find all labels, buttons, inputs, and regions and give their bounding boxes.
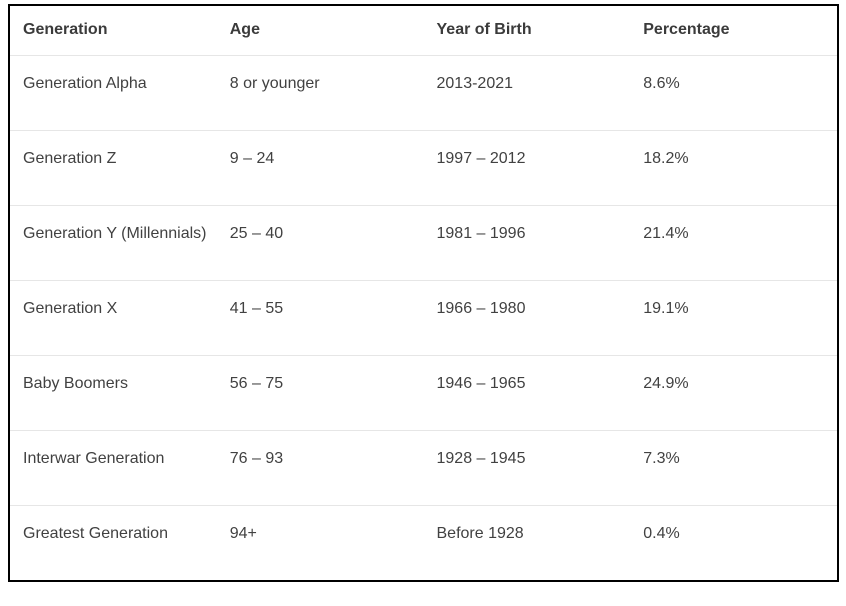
column-header-generation: Generation bbox=[10, 6, 217, 56]
table-frame: Generation Age Year of Birth Percentage … bbox=[8, 4, 839, 582]
cell-generation: Generation X bbox=[10, 280, 217, 356]
generations-table: Generation Age Year of Birth Percentage … bbox=[10, 6, 837, 580]
cell-age: 8 or younger bbox=[216, 55, 424, 131]
cell-age: 41 – 55 bbox=[216, 280, 424, 356]
cell-percentage: 24.9% bbox=[630, 355, 837, 431]
column-header-age: Age bbox=[216, 6, 424, 56]
cell-year-of-birth: 1946 – 1965 bbox=[423, 355, 631, 431]
cell-age: 9 – 24 bbox=[216, 130, 424, 206]
cell-age: 94+ bbox=[229, 525, 257, 542]
cell-generation: Baby Boomers bbox=[10, 355, 217, 431]
cell-year-of-birth: 1997 – 2012 bbox=[423, 130, 631, 206]
table-row-generation-z: Generation Z 9 – 24 1997 – 2012 18.2% bbox=[10, 130, 837, 206]
cell-percentage: 19.1% bbox=[630, 280, 837, 356]
table-row-baby-boomers: Baby Boomers 56 – 75 1946 – 1965 24.9% bbox=[10, 355, 837, 431]
cell-generation: Generation Z bbox=[10, 130, 217, 206]
cell-year-of-birth: 1966 – 1980 bbox=[423, 280, 631, 356]
cell-age: 76 – 93 bbox=[216, 430, 424, 506]
cell-age: 25 – 40 bbox=[216, 205, 424, 281]
cell-generation: Greatest Generation bbox=[23, 525, 168, 542]
cell-percentage: 18.2% bbox=[630, 130, 837, 206]
cell-year-of-birth: 1928 – 1945 bbox=[423, 430, 631, 506]
cell-year-of-birth: Before 1928 bbox=[436, 525, 524, 542]
cell-generation: Generation Alpha bbox=[10, 55, 217, 131]
cell-age: 56 – 75 bbox=[216, 355, 424, 431]
cell-percentage: 21.4% bbox=[630, 205, 837, 281]
cell-percentage: 7.3% bbox=[630, 430, 837, 506]
table-row-generation-y: Generation Y (Millennials) 25 – 40 1981 … bbox=[10, 205, 837, 281]
cell-year-of-birth: 1981 – 1996 bbox=[423, 205, 631, 281]
column-header-year-of-birth: Year of Birth bbox=[423, 6, 631, 56]
table-row-greatest-generation: Greatest Generation 94+ Before 1928 0.4% bbox=[10, 506, 837, 581]
cell-generation: Generation Y (Millennials) bbox=[10, 205, 217, 281]
cell-percentage: 0.4% bbox=[643, 525, 680, 542]
table-header-row: Generation Age Year of Birth Percentage bbox=[10, 6, 837, 56]
table-row-generation-alpha: Generation Alpha 8 or younger 2013-2021 … bbox=[10, 55, 837, 131]
cell-generation: Interwar Generation bbox=[10, 430, 217, 506]
table-row-generation-x: Generation X 41 – 55 1966 – 1980 19.1% bbox=[10, 280, 837, 356]
cell-percentage: 8.6% bbox=[630, 55, 837, 131]
cell-year-of-birth: 2013-2021 bbox=[423, 55, 631, 131]
column-header-percentage: Percentage bbox=[630, 6, 837, 56]
table-row-interwar-generation: Interwar Generation 76 – 93 1928 – 1945 … bbox=[10, 430, 837, 506]
